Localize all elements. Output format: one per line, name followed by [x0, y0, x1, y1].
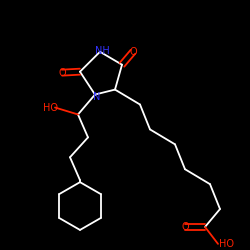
- Text: O: O: [181, 222, 189, 232]
- Text: HO: HO: [218, 239, 234, 249]
- Text: O: O: [58, 68, 66, 78]
- Text: NH: NH: [94, 46, 110, 56]
- Text: O: O: [129, 47, 137, 57]
- Text: HO: HO: [44, 102, 59, 113]
- Text: N: N: [93, 92, 101, 102]
